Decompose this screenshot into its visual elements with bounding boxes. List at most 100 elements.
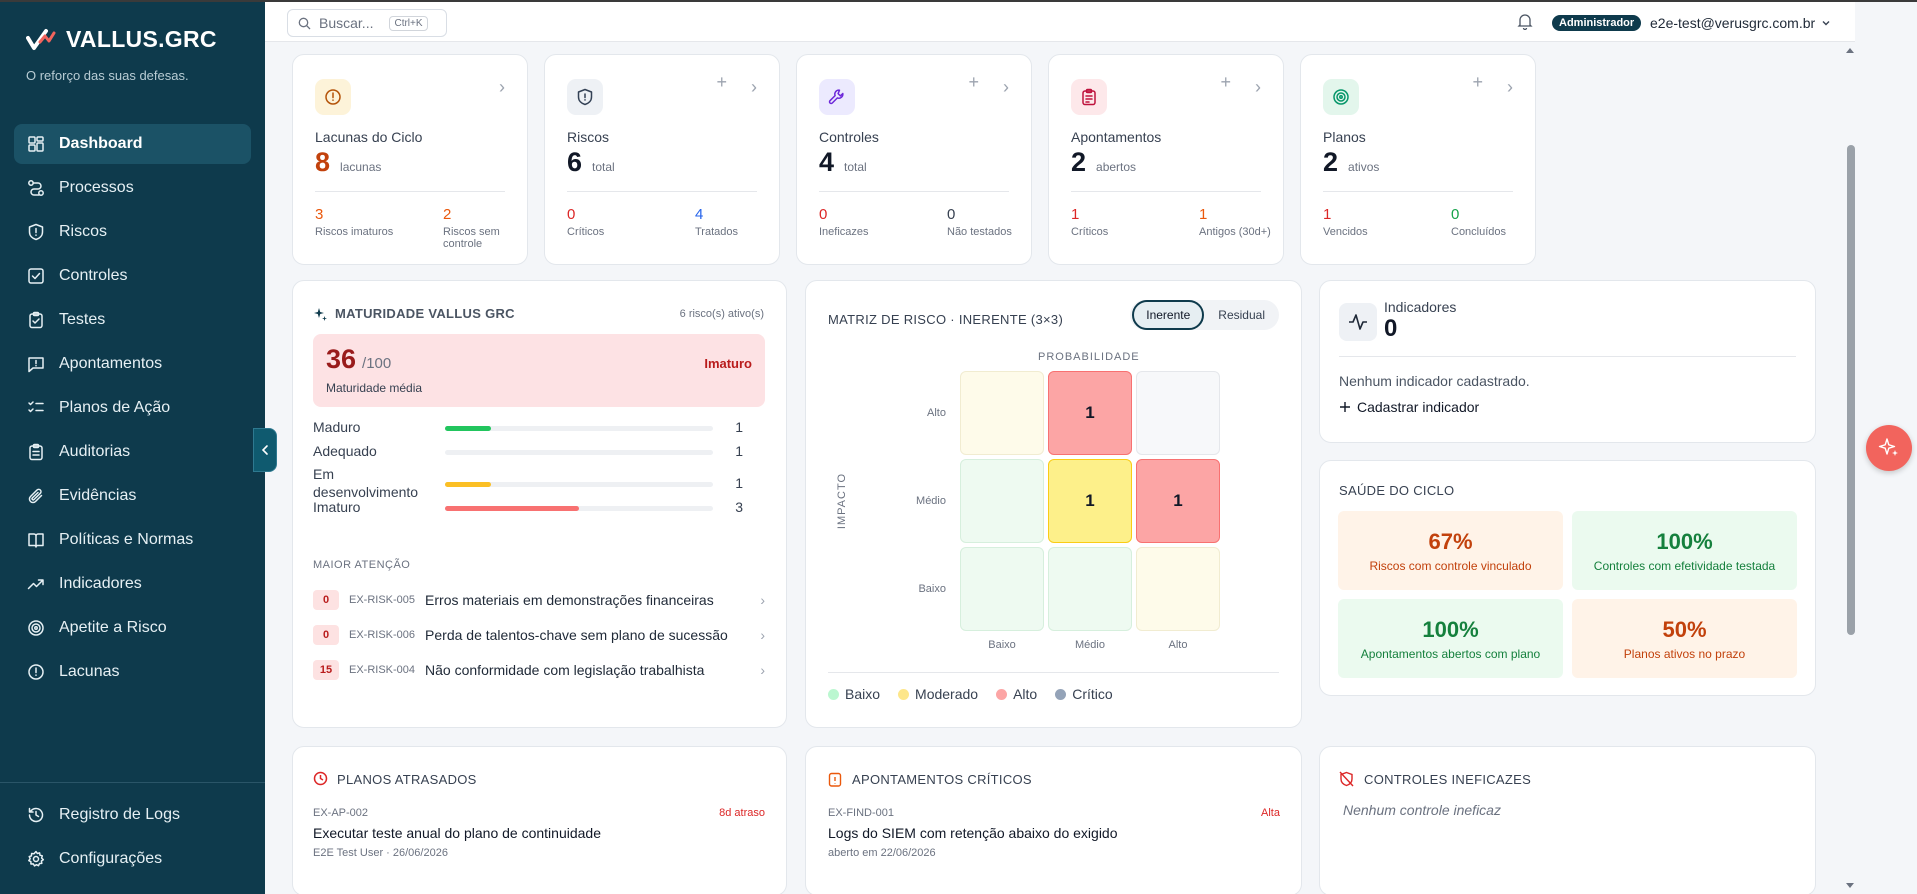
matrix-col-label: Médio — [1075, 639, 1105, 651]
stat-card-apontamentos[interactable]: › + Apontamentos 2 abertos 1 Críticos 1 Antigos … — [1048, 54, 1284, 265]
plus-icon[interactable]: + — [1472, 72, 1483, 92]
health-metric: 50% Planos ativos no prazo — [1572, 599, 1797, 678]
sidebar-item-auditorias[interactable]: Auditorias — [14, 432, 251, 472]
late-plan-item[interactable]: EX-AP-002 8d atraso Executar teste anual… — [313, 807, 765, 861]
stat-unit: total — [592, 160, 615, 174]
matrix-col-label: Alto — [1168, 639, 1188, 651]
stat-value-group: 4 total — [819, 147, 867, 178]
sidebar-item-label: Configurações — [59, 850, 163, 867]
chevron-right-icon[interactable]: › — [751, 77, 757, 97]
sidebar-item-indicadores[interactable]: Indicadores — [14, 564, 251, 604]
user-menu[interactable]: e2e-test@verusgrc.com.br — [1650, 15, 1831, 31]
stat-card-riscos[interactable]: › + Riscos 6 total 0 Críticos 4 Tratados — [544, 54, 780, 265]
trending-up-icon — [27, 579, 44, 590]
sidebar-item-apetite-a-risco[interactable]: Apetite a Risco — [14, 608, 251, 648]
maturity-bar-row: Adequado 1 — [313, 443, 765, 461]
matrix-tabs: Inerente Residual — [1130, 300, 1279, 330]
health-metric: 100% Controles com efetividade testada — [1572, 511, 1797, 590]
scroll-up-icon[interactable] — [1845, 46, 1855, 54]
bell-icon[interactable] — [1517, 13, 1533, 30]
health-title: SAÚDE DO CICLO — [1339, 483, 1455, 498]
matrix-cell[interactable]: 1 — [1048, 371, 1132, 455]
scroll-down-icon[interactable] — [1845, 882, 1855, 890]
plus-icon[interactable]: + — [716, 72, 727, 92]
checkbox-icon — [28, 268, 44, 284]
attention-item[interactable]: 15 EX-RISK-004 Não conformidade com legisl… — [313, 659, 765, 681]
sidebar-item-evid-ncias[interactable]: Evidências — [14, 476, 251, 516]
collapse-sidebar-button[interactable] — [253, 428, 277, 472]
brand[interactable]: VALLUS.GRC — [26, 26, 217, 53]
sidebar-item-label: Registro de Logs — [59, 806, 180, 823]
stat-title: Apontamentos — [1071, 129, 1162, 145]
nav-icon — [27, 355, 45, 373]
chevron-right-icon[interactable]: › — [1255, 77, 1261, 97]
matrix-cell[interactable] — [1136, 371, 1220, 455]
stat-value: 6 — [567, 147, 583, 177]
stat-card-controles[interactable]: › + Controles 4 total 0 Ineficazes 0 Não testado… — [796, 54, 1032, 265]
maturity-status: Imaturo — [704, 356, 752, 371]
sidebar-item-lacunas[interactable]: Lacunas — [14, 652, 251, 692]
scrollbar[interactable] — [1845, 44, 1855, 890]
tab-inerente[interactable]: Inerente — [1132, 300, 1205, 330]
shield-alert-icon — [28, 223, 44, 241]
health-label: Riscos com controle vinculado — [1369, 558, 1532, 573]
attention-score: 15 — [313, 660, 339, 680]
matrix-title: MATRIZ DE RISCO · INERENTE (3×3) — [828, 312, 1064, 327]
attention-code: EX-RISK-005 — [349, 594, 416, 606]
sidebar-item-riscos[interactable]: Riscos — [14, 212, 251, 252]
legend-dot — [996, 688, 1008, 700]
nav-icon — [27, 531, 45, 549]
sidebar-item-dashboard[interactable]: Dashboard — [14, 124, 251, 164]
chevron-right-icon[interactable]: › — [1507, 77, 1513, 97]
plus-icon[interactable]: + — [1220, 72, 1231, 92]
stat-card-lacunas-do-ciclo[interactable]: › Lacunas do Ciclo 8 lacunas 3 Riscos imaturo… — [292, 54, 528, 265]
plus-icon[interactable]: + — [968, 72, 979, 92]
sidebar-item-controles[interactable]: Controles — [14, 256, 251, 296]
attention-item[interactable]: 0 EX-RISK-005 Erros materiais em demonstra… — [313, 589, 765, 611]
legend-dot — [1055, 688, 1067, 700]
sidebar-item-processos[interactable]: Processos — [14, 168, 251, 208]
stat-value: 2 — [1071, 147, 1087, 177]
sidebar-item-label: Riscos — [59, 223, 108, 240]
tab-residual[interactable]: Residual — [1218, 308, 1265, 322]
attention-item[interactable]: 0 EX-RISK-006 Perda de talentos-chave sem … — [313, 624, 765, 646]
stat-sub: 0 Ineficazes — [819, 206, 869, 238]
chevron-right-icon: › — [760, 627, 765, 643]
indicators-card: Indicadores 0 Nenhum indicador cadastrad… — [1319, 280, 1816, 443]
add-indicator-button[interactable]: Cadastrar indicador — [1339, 399, 1479, 415]
stat-sub-label: Ineficazes — [819, 226, 869, 238]
maturity-active-count: 6 risco(s) ativo(s) — [679, 308, 764, 320]
attention-score: 0 — [313, 590, 339, 610]
matrix-cell[interactable] — [960, 547, 1044, 631]
matrix-cell[interactable] — [1136, 547, 1220, 631]
stat-title: Riscos — [567, 129, 610, 145]
critical-findings-title: APONTAMENTOS CRÍTICOS — [852, 772, 1032, 787]
search-input[interactable]: Buscar... Ctrl+K — [287, 9, 447, 37]
stat-sub-value: 2 — [443, 206, 452, 223]
stat-value: 2 — [1323, 147, 1339, 177]
matrix-cell[interactable] — [960, 459, 1044, 543]
sidebar-item-testes[interactable]: Testes — [14, 300, 251, 340]
chevron-right-icon[interactable]: › — [1003, 77, 1009, 97]
matrix-cell[interactable] — [960, 371, 1044, 455]
ai-assistant-button[interactable] — [1866, 425, 1912, 471]
sidebar-item-configura-es[interactable]: Configurações — [14, 839, 251, 879]
stat-value-group: 2 abertos — [1071, 147, 1136, 178]
late-plans-title: PLANOS ATRASADOS — [337, 772, 477, 787]
chevron-right-icon[interactable]: › — [499, 77, 505, 97]
finding-tag: Alta — [1261, 807, 1280, 819]
sidebar-item-pol-ticas-e-normas[interactable]: Políticas e Normas — [14, 520, 251, 560]
scrollbar-thumb[interactable] — [1847, 145, 1855, 635]
nav-icon — [27, 575, 45, 593]
sidebar-item-apontamentos[interactable]: Apontamentos — [14, 344, 251, 384]
stat-unit: lacunas — [340, 160, 382, 174]
sidebar-item-registro-de-logs[interactable]: Registro de Logs — [14, 795, 251, 835]
attention-score: 0 — [313, 625, 339, 645]
matrix-cell[interactable] — [1048, 547, 1132, 631]
matrix-cell[interactable]: 1 — [1048, 459, 1132, 543]
sidebar-item-planos-de-a-o[interactable]: Planos de Ação — [14, 388, 251, 428]
stat-card-planos[interactable]: › + Planos 2 ativos 1 Vencidos 0 Concluídos — [1300, 54, 1536, 265]
critical-finding-item[interactable]: EX-FIND-001 Alta Logs do SIEM com retenç… — [828, 807, 1280, 861]
matrix-cell[interactable]: 1 — [1136, 459, 1220, 543]
stat-sub-label: Antigos (30d+) — [1199, 226, 1271, 238]
